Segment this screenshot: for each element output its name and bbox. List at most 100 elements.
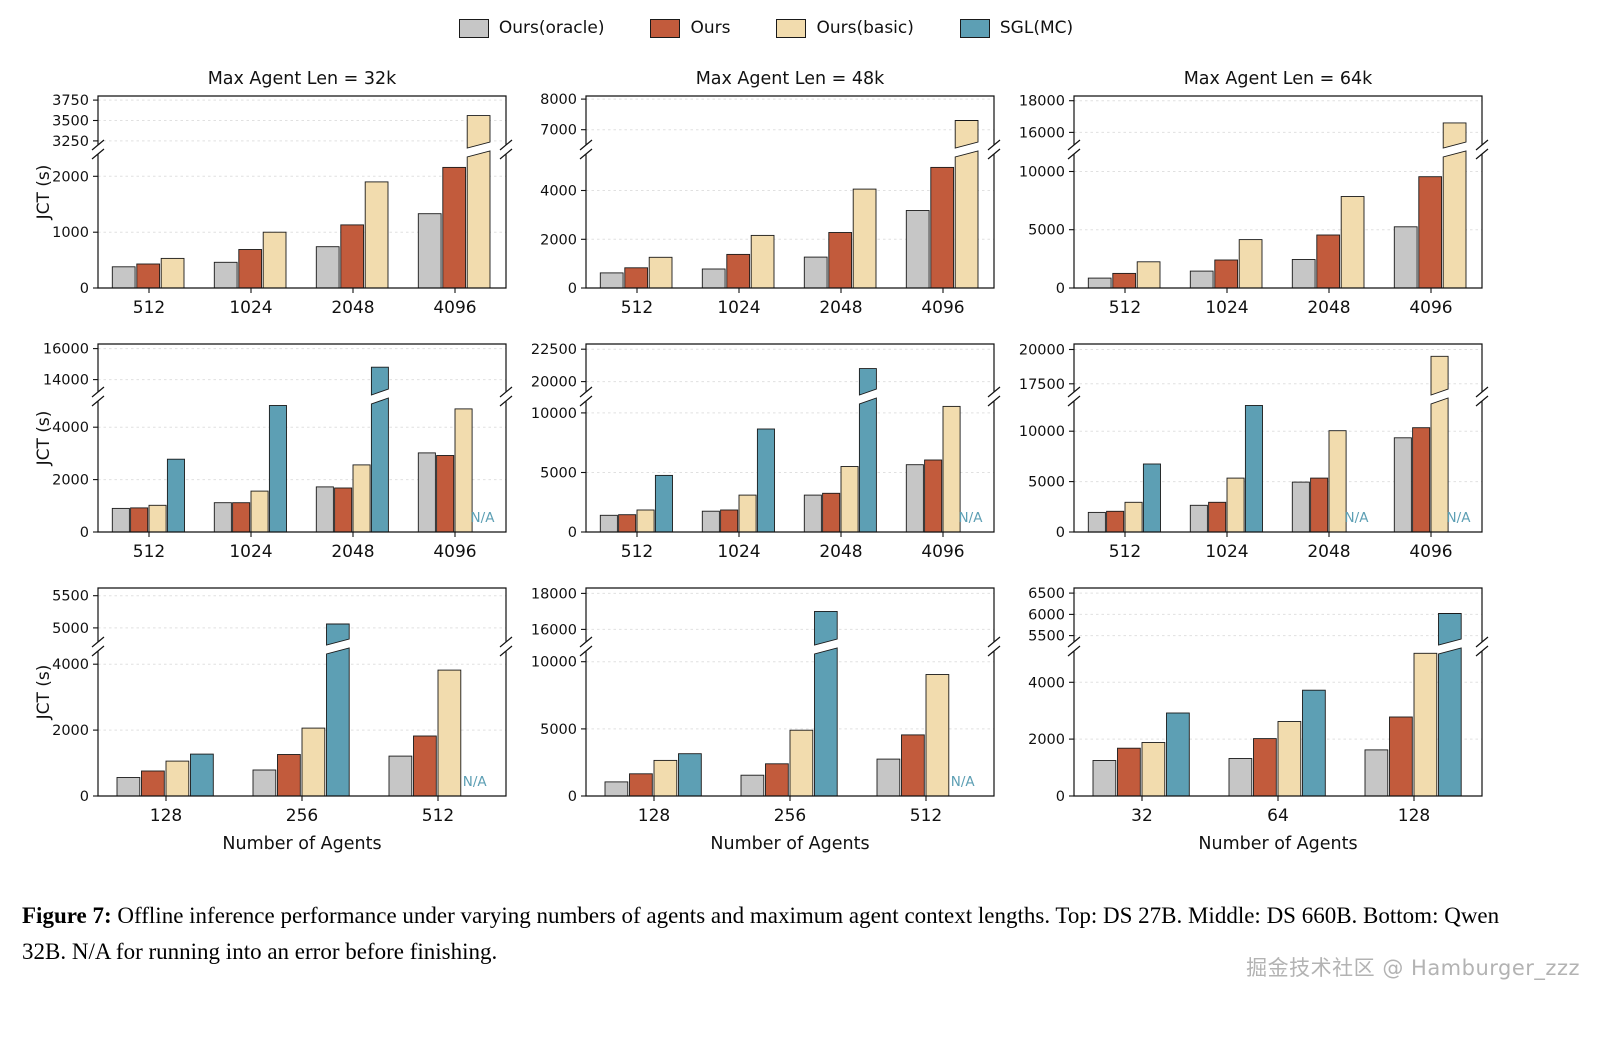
svg-text:0: 0: [568, 789, 577, 805]
bar: [165, 760, 190, 797]
legend-item-ours: Ours: [650, 18, 730, 38]
figure-caption: Figure 7: Offline inference performance …: [22, 898, 1542, 969]
bar: [789, 729, 814, 797]
axis-break-mark: [987, 636, 1001, 648]
x-ticks: 32 64 128: [1131, 796, 1430, 826]
axis-break-mark: [1067, 148, 1081, 160]
bar: [599, 514, 618, 533]
svg-text:4096: 4096: [921, 298, 964, 318]
svg-text:5500: 5500: [52, 589, 89, 605]
svg-text:4096: 4096: [433, 298, 476, 318]
y-ticks: 0 5000 10000 20000 22500: [531, 342, 586, 541]
axis-break-mark: [499, 139, 513, 151]
axis-break-mark: [499, 386, 513, 398]
bar: [1277, 721, 1302, 797]
axis-break-mark: [987, 386, 1001, 398]
bars: [1087, 122, 1467, 289]
watermark: 掘金技术社区 @ Hamburger_zzz: [1246, 956, 1580, 980]
svg-text:2048: 2048: [1307, 298, 1350, 318]
axis-break-mark: [987, 645, 1001, 657]
chart-cell-r1c2: 0 2000 4000 7000 8000 512 1024 2048 4096 Max Agen…: [522, 64, 1010, 330]
axis-break-mark: [1475, 139, 1489, 151]
bar: [190, 753, 214, 797]
y-axis-label: JCT (s): [34, 165, 54, 221]
bar: [629, 773, 653, 797]
y-axis-label: JCT (s): [34, 411, 54, 467]
bar-lower-segment: [326, 647, 350, 797]
series-ours: [1106, 427, 1431, 533]
na-label: N/A: [959, 510, 984, 526]
legend-item-ours-basic: Ours(basic): [776, 18, 914, 38]
x-axis-label: Number of Agents: [222, 834, 381, 854]
axes: [579, 343, 1001, 533]
bar: [1092, 760, 1117, 797]
series-ours: [136, 166, 467, 289]
bar: [1364, 749, 1389, 797]
gridlines: [586, 592, 994, 730]
bar: [111, 507, 130, 533]
chart-grid: 0 1000 2000 3250 3500 3750 512 1024 2048 4096 Max …: [34, 64, 1608, 866]
svg-text:16000: 16000: [43, 342, 89, 358]
svg-text:17500: 17500: [1019, 377, 1065, 393]
x-ticks: 512 1024 2048 4096: [621, 532, 965, 562]
bar: [417, 213, 442, 289]
svg-text:20000: 20000: [1019, 343, 1065, 359]
svg-text:0: 0: [80, 281, 89, 297]
svg-text:4000: 4000: [540, 184, 577, 200]
axis-break-mark: [1475, 148, 1489, 160]
bar: [166, 458, 185, 533]
axis-break-mark: [91, 395, 105, 407]
bar: [720, 509, 739, 533]
legend-swatch-ours-basic: [776, 18, 807, 38]
axis-break-mark: [579, 139, 593, 151]
bar-upper-segment: [326, 623, 350, 646]
caption-body: Offline inference performance under vary…: [22, 903, 1500, 964]
chart-title: Max Agent Len = 32k: [208, 69, 397, 89]
bar: [1112, 272, 1137, 289]
svg-text:1024: 1024: [229, 298, 272, 318]
axis-break-mark: [499, 636, 513, 648]
svg-text:256: 256: [774, 806, 806, 826]
na-label: N/A: [1447, 510, 1472, 526]
bar: [803, 494, 822, 533]
y-ticks: 0 1000 2000 3250 3500 3750: [52, 93, 98, 297]
svg-text:2000: 2000: [540, 232, 577, 248]
svg-text:1000: 1000: [52, 225, 89, 241]
svg-text:512: 512: [621, 542, 653, 562]
axis-break-mark: [1067, 636, 1081, 648]
axis-break-mark: [579, 386, 593, 398]
series-ours-oracle: [599, 464, 924, 533]
bar: [1413, 652, 1438, 797]
series-sgl-mc: [190, 623, 350, 797]
chart-legend: Ours(oracle) Ours Ours(basic) SGL(MC): [34, 0, 1498, 38]
bar: [437, 669, 462, 797]
svg-text:64: 64: [1267, 806, 1289, 826]
bar: [925, 674, 950, 797]
axes: [1067, 95, 1489, 289]
series-ours-basic: [1136, 122, 1467, 289]
chart-cell-r3c1: 0 2000 4000 5000 5500 128 256 512 N/A JCT (s) Numb…: [34, 574, 522, 866]
x-ticks: 512 1024 2048 4096: [621, 288, 965, 318]
axes: [1067, 343, 1489, 533]
series-ours-basic: [636, 405, 961, 533]
bars: [1092, 613, 1462, 797]
bar-chart: 0 2000 4000 5500 6000 6500 32 64 128 Number of Ag…: [1028, 586, 1489, 854]
legend-label-sgl-mc: SGL(MC): [999, 18, 1074, 38]
bar: [1214, 259, 1239, 289]
series-sgl-mc: [1166, 613, 1462, 797]
axis-break-mark: [579, 148, 593, 160]
chart-cell-r3c2: 0 5000 10000 16000 18000 128 256 512 N/A Number o…: [522, 574, 1010, 866]
svg-text:128: 128: [150, 806, 182, 826]
svg-text:2048: 2048: [331, 542, 374, 562]
chart-cell-r1c3: 0 5000 10000 16000 18000 512 1024 2048 4096 Max A…: [1010, 64, 1498, 330]
axis-break-mark: [91, 148, 105, 160]
svg-text:4000: 4000: [52, 657, 89, 673]
svg-text:2048: 2048: [1307, 542, 1350, 562]
gridlines: [98, 348, 506, 481]
bar-upper-segment: [954, 120, 979, 149]
svg-text:5000: 5000: [1028, 475, 1065, 491]
legend-item-sgl-mc: SGL(MC): [959, 18, 1074, 38]
bar: [648, 256, 673, 289]
bar: [262, 231, 287, 289]
